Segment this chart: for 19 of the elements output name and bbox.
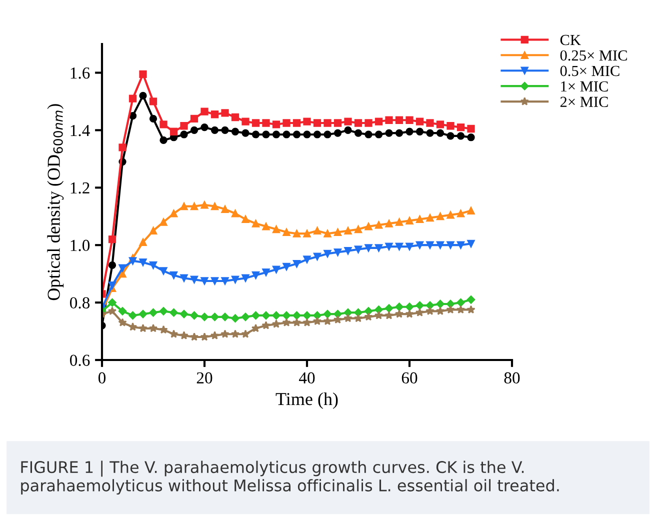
y-tick-label: 1.2	[70, 182, 90, 194]
x-tick-label: 60	[402, 372, 418, 384]
legend-label: 1× MIC	[561, 81, 608, 92]
y-tick-label: 1.0	[70, 240, 90, 252]
y-tick-label: 1.6	[70, 67, 90, 79]
legend-label: CK	[560, 34, 581, 46]
y-tick-label: 0.8	[70, 297, 90, 309]
x-tick-label: 80	[504, 372, 520, 384]
y-tick-label: 1.4	[70, 124, 90, 136]
legend-label: 0.25× MIC	[560, 50, 627, 61]
x-axis-title: Time (h)	[276, 392, 338, 409]
y-axis-title: Optical density (OD$_{600nm}$)	[47, 104, 64, 300]
y-tick-label: 0.6	[70, 354, 90, 366]
x-tick-label: 20	[196, 372, 212, 384]
legend-label: 2× MIC	[560, 96, 608, 108]
caption: FIGURE 1 | The V. parahaemolyticus growth curves. CK is the V. parahaemolyticus without Melissa officinalis L. essential oil treated.	[21, 460, 559, 495]
legend-label: 0.5× MIC	[560, 66, 620, 76]
x-tick-label: 0	[98, 372, 106, 384]
x-tick-label: 40	[298, 372, 315, 384]
